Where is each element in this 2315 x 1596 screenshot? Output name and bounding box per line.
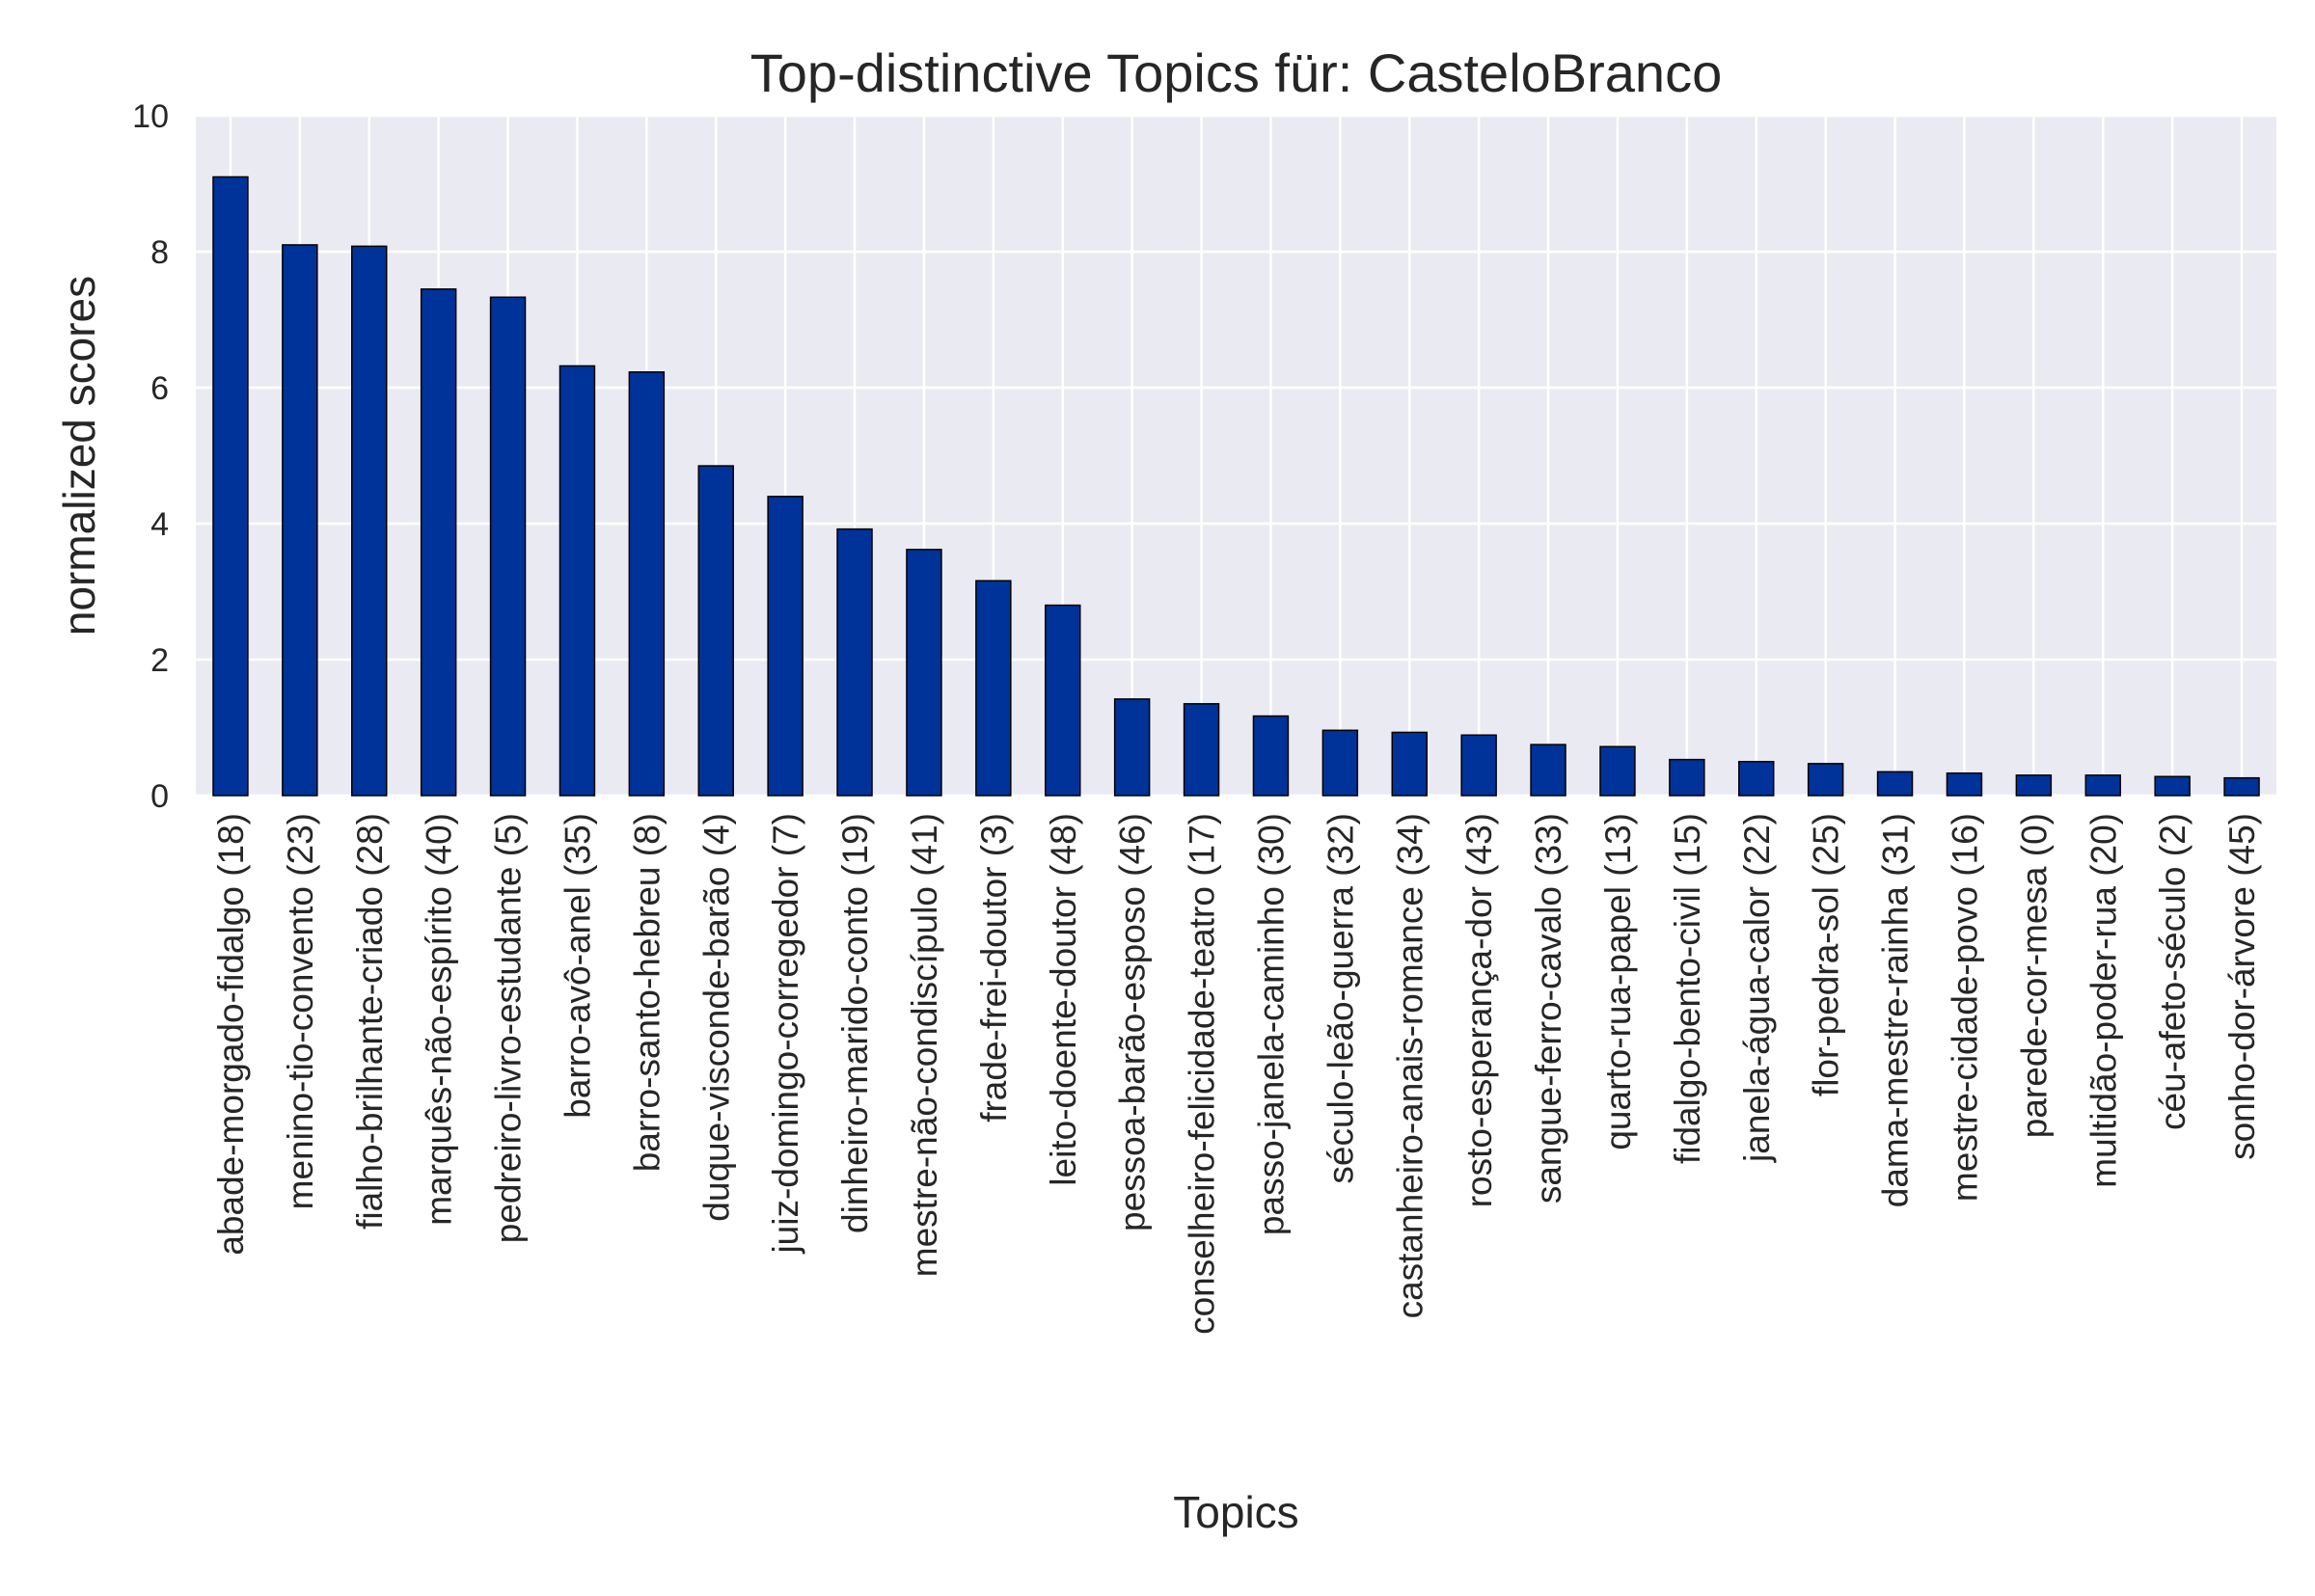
- bar: [1113, 698, 1151, 797]
- bars: [212, 176, 2260, 797]
- x-tick-labels: abade-morgado-fidalgo (18) menino-tio-con…: [211, 813, 2262, 1335]
- x-tick-label: sangue-ferro-cavalo (33): [1529, 813, 1568, 1204]
- bar: [628, 371, 666, 797]
- x-tick-label: barro-avô-anel (35): [558, 813, 597, 1119]
- bar: [2223, 776, 2260, 797]
- x-tick-label: juiz-domingo-corregedor (7): [766, 813, 805, 1255]
- x-tick-label: sonho-dor-árvore (45): [2222, 813, 2262, 1160]
- y-tick-label: 6: [150, 370, 169, 407]
- bar: [1530, 744, 1566, 797]
- x-tick-label: dama-mestre-rainha (31): [1876, 813, 1916, 1207]
- bar: [2154, 775, 2191, 797]
- bar: [1807, 763, 1844, 797]
- x-tick-label: pessoa-barão-esposo (46): [1113, 813, 1153, 1231]
- y-tick-labels: 0 2 4 6 8 10: [132, 98, 169, 815]
- x-tick-label: rosto-esperança-dor (43): [1459, 813, 1499, 1207]
- x-tick-label: menino-tio-convento (23): [281, 813, 320, 1209]
- x-tick-label: século-leão-guerra (32): [1321, 813, 1360, 1184]
- bar: [489, 296, 527, 797]
- x-tick-label: fidalgo-bento-civil (15): [1668, 813, 1707, 1164]
- y-tick-label: 8: [150, 234, 169, 271]
- bar: [1738, 761, 1775, 797]
- bar: [836, 527, 873, 797]
- y-tick-label: 2: [150, 642, 169, 679]
- bar: [1946, 771, 1983, 797]
- x-tick-label: quarto-rua-papel (13): [1598, 813, 1638, 1150]
- x-tick-label: conselheiro-felicidade-teatro (17): [1183, 813, 1222, 1335]
- bar: [975, 580, 1012, 797]
- bar: [2084, 774, 2121, 797]
- chart-title: Top-distinctive Topics für: CasteloBranc…: [750, 42, 1722, 103]
- bar: [212, 176, 249, 797]
- y-tick-label: 4: [150, 506, 169, 543]
- x-axis-label: Topics: [1173, 1487, 1298, 1537]
- bar: [697, 465, 734, 797]
- x-tick-label: passo-janela-caminho (30): [1251, 813, 1291, 1235]
- bar: [558, 365, 596, 797]
- bar: [1045, 604, 1081, 797]
- x-tick-label: multidão-poder-rua (20): [2084, 813, 2123, 1188]
- y-axis-label: normalized scores: [54, 276, 104, 636]
- bar: [1460, 734, 1497, 797]
- bar: [1321, 729, 1359, 797]
- bar: [282, 244, 318, 797]
- bar: [420, 288, 457, 797]
- x-tick-label: fialho-brilhante-criado (28): [350, 813, 390, 1230]
- x-tick-label: marquês-não-espírito (40): [420, 813, 459, 1226]
- x-tick-label: flor-pedra-sol (25): [1807, 813, 1846, 1096]
- bar: [351, 245, 388, 797]
- x-tick-label: parede-cor-mesa (0): [2014, 813, 2054, 1138]
- x-tick-label: mestre-cidade-povo (16): [1945, 813, 1984, 1202]
- x-tick-label: dinheiro-marido-conto (19): [835, 813, 875, 1233]
- x-tick-label: barro-santo-hebreu (8): [627, 813, 667, 1172]
- y-tick-label: 0: [150, 778, 169, 815]
- x-tick-label: janela-água-calor (22): [1737, 813, 1777, 1163]
- bar: [1669, 758, 1705, 797]
- bar: [1183, 703, 1220, 797]
- bar: [1599, 745, 1636, 797]
- bar: [767, 496, 803, 797]
- y-tick-label: 10: [132, 98, 169, 135]
- x-tick-label: leito-doente-doutor (48): [1044, 813, 1083, 1186]
- x-tick-label: abade-morgado-fidalgo (18): [211, 813, 251, 1256]
- x-tick-label: frade-frei-doutor (3): [974, 813, 1014, 1123]
- x-tick-label: mestre-não-condiscípulo (41): [905, 813, 944, 1277]
- x-tick-label: pedreiro-livro-estudante (5): [489, 813, 529, 1243]
- bar: [906, 549, 942, 797]
- x-tick-label: castanheiro-anais-romance (34): [1390, 813, 1430, 1318]
- bar: [1876, 771, 1914, 797]
- bar: [1391, 731, 1428, 797]
- bar: [1252, 715, 1290, 797]
- x-tick-label: céu-afeto-século (2): [2153, 813, 2192, 1130]
- plot-area-background: [196, 116, 2276, 796]
- x-tick-label: duque-visconde-barão (4): [696, 813, 736, 1222]
- bar: [2015, 774, 2053, 797]
